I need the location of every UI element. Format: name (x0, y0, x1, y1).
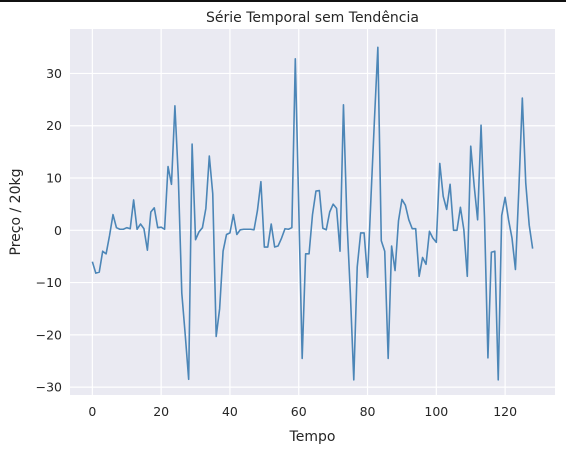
series-line (91, 46, 534, 381)
chart-title: Série Temporal sem Tendência (206, 10, 419, 26)
y-tick-label: 30 (46, 66, 62, 81)
x-tick-label: 80 (360, 404, 376, 419)
series-group (91, 46, 534, 381)
x-tick-label: 0 (88, 404, 96, 419)
window-top-border (0, 0, 566, 2)
y-tick-label: 20 (46, 118, 62, 133)
y-tick-label: 10 (46, 171, 62, 186)
x-tick-label: 40 (222, 404, 238, 419)
y-tick-label: −10 (36, 275, 62, 290)
y-tick-label: 0 (54, 223, 62, 238)
y-tick-label: −30 (36, 380, 62, 395)
x-tick-label: 60 (291, 404, 307, 419)
x-axis-label: Tempo (289, 429, 336, 445)
y-tick-label: −20 (36, 327, 62, 342)
x-tick-label: 120 (493, 404, 517, 419)
grid (70, 29, 555, 395)
x-tick-labels: 0 20 40 60 80 100 120 (88, 404, 517, 419)
y-axis-label: Preço / 20kg (8, 169, 24, 256)
x-tick-label: 100 (424, 404, 448, 419)
x-tick-label: 20 (153, 404, 169, 419)
y-tick-labels: −30 −20 −10 0 10 20 30 (36, 66, 62, 395)
